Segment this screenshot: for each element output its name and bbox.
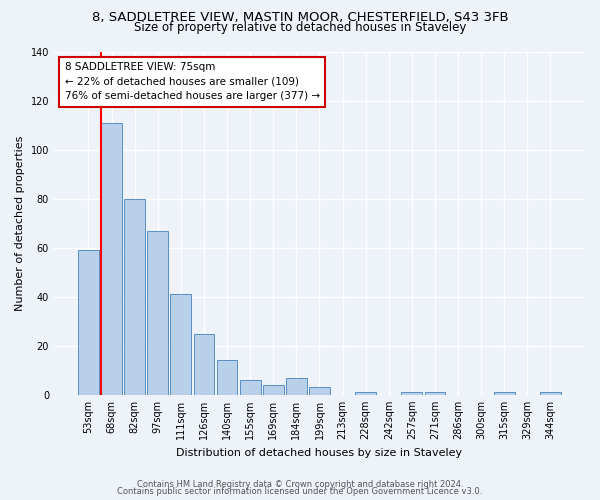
X-axis label: Distribution of detached houses by size in Staveley: Distribution of detached houses by size …	[176, 448, 463, 458]
Bar	[194, 334, 214, 395]
Bar	[540, 392, 561, 395]
Bar	[309, 388, 330, 395]
Text: Contains HM Land Registry data © Crown copyright and database right 2024.: Contains HM Land Registry data © Crown c…	[137, 480, 463, 489]
Bar	[217, 360, 238, 395]
Bar	[124, 198, 145, 395]
Bar	[425, 392, 445, 395]
Bar	[78, 250, 99, 395]
Text: 8, SADDLETREE VIEW, MASTIN MOOR, CHESTERFIELD, S43 3FB: 8, SADDLETREE VIEW, MASTIN MOOR, CHESTER…	[92, 11, 508, 24]
Text: 8 SADDLETREE VIEW: 75sqm
← 22% of detached houses are smaller (109)
76% of semi-: 8 SADDLETREE VIEW: 75sqm ← 22% of detach…	[65, 62, 320, 102]
Text: Contains public sector information licensed under the Open Government Licence v3: Contains public sector information licen…	[118, 487, 482, 496]
Bar	[494, 392, 515, 395]
Bar	[240, 380, 260, 395]
Bar	[401, 392, 422, 395]
Bar	[286, 378, 307, 395]
Bar	[148, 230, 168, 395]
Text: Size of property relative to detached houses in Staveley: Size of property relative to detached ho…	[134, 21, 466, 34]
Bar	[355, 392, 376, 395]
Bar	[263, 385, 284, 395]
Bar	[101, 122, 122, 395]
Y-axis label: Number of detached properties: Number of detached properties	[15, 136, 25, 311]
Bar	[170, 294, 191, 395]
